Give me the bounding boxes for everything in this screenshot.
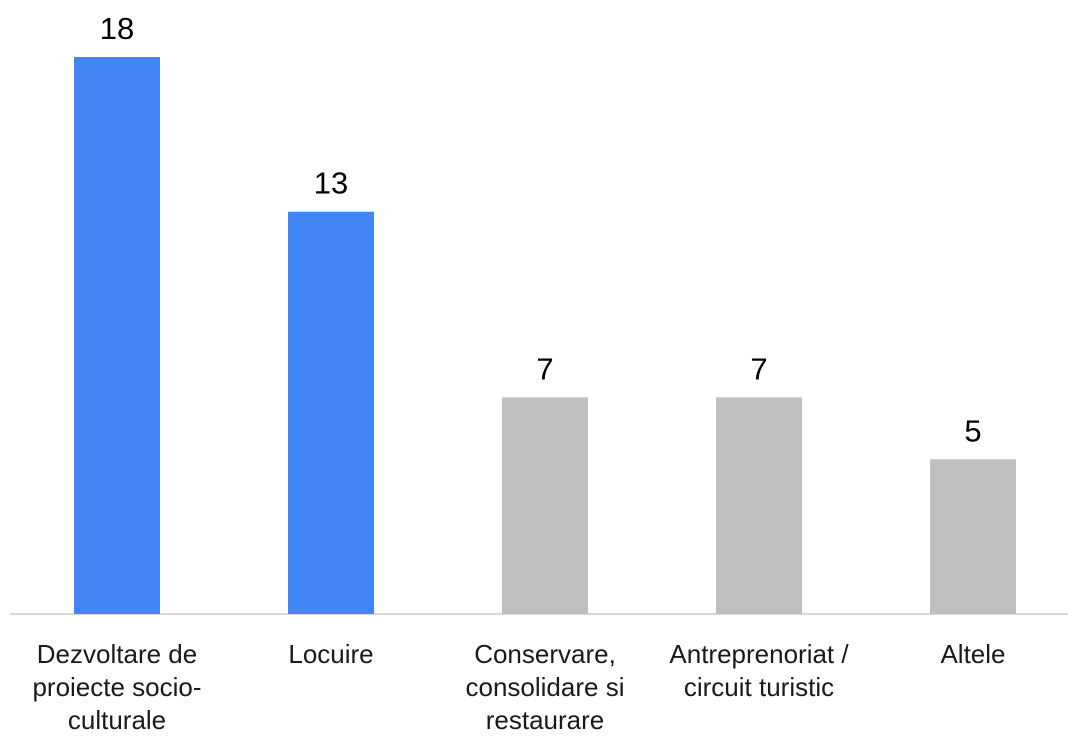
bar [74, 57, 160, 614]
x-tick-label: Locuire [288, 639, 374, 669]
bar [716, 397, 802, 614]
x-tick-label: Altele [940, 639, 1006, 669]
bar [502, 397, 588, 614]
value-label: 7 [750, 351, 767, 386]
value-label: 7 [536, 351, 553, 386]
x-tick-label: Conservare, consolidare si restaurare [465, 639, 625, 735]
bar [930, 459, 1016, 614]
bar [288, 211, 374, 614]
x-tick-label: Dezvoltare de proiecte socio-culturale [32, 639, 202, 735]
value-label: 5 [964, 413, 981, 448]
value-label: 13 [314, 166, 348, 201]
x-tick-label: Antreprenoriat / circuit turistic [669, 639, 849, 702]
value-label: 18 [100, 11, 134, 46]
